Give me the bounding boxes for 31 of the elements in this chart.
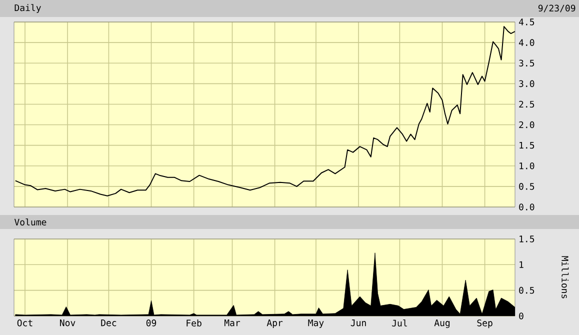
y-tick-label: 0.5 [519, 286, 534, 294]
y-axis-title: Millions [562, 256, 569, 298]
y-tick-label: 3.5 [519, 60, 534, 67]
y-tick-label: 4.0 [518, 39, 534, 46]
y-tick-label: 3.0 [519, 80, 534, 88]
y-tick-label: 0 [519, 312, 524, 320]
y-tick-label: 1.5 [520, 236, 534, 242]
y-tick-label: 2.0 [519, 121, 534, 128]
x-tick-label: Nov [60, 320, 76, 326]
y-tick-label: 2.5 [519, 100, 534, 108]
x-tick-label: 09 [146, 320, 156, 326]
y-tick-label: 0.5 [519, 183, 534, 190]
line-series [14, 26, 515, 196]
y-tick-label: 1 [520, 261, 524, 268]
x-tick-label: Oct [17, 320, 32, 326]
text: 9/23/09 [538, 4, 576, 12]
x-tick-label: Jul [392, 320, 407, 327]
y-tick-label: 1.5 [520, 142, 534, 149]
x-tick-label: Mar [224, 320, 240, 326]
x-tick-label: Jun [350, 320, 366, 326]
x-tick-label: Dec [101, 320, 116, 326]
x-tick-label: Aug [434, 320, 450, 328]
y-tick-label: 1.0 [520, 162, 534, 170]
chart-title: Volume [14, 218, 46, 226]
y-tick-label: 4.5 [518, 18, 534, 26]
x-tick-label: Sep [477, 320, 492, 328]
x-tick-label: Feb [186, 320, 202, 326]
chart-title: Daily [14, 4, 41, 13]
y-tick-label: 0.0 [519, 204, 534, 210]
x-tick-label: Apr [266, 320, 283, 328]
x-tick-label: May [308, 320, 324, 328]
